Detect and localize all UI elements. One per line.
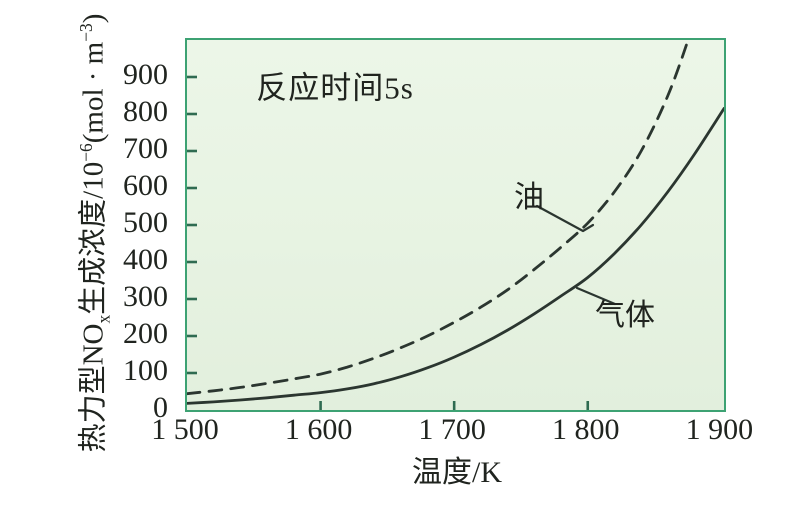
oil-curve — [187, 40, 690, 396]
curve-label-oil: 油 — [514, 181, 544, 214]
y-tick-label: 500 — [123, 206, 168, 239]
y-tick-label: 0 — [153, 391, 168, 424]
y-tick-label: 600 — [123, 169, 168, 202]
y-tick-label: 900 — [123, 58, 168, 91]
y-axis-title-text: ) — [77, 13, 110, 24]
x-tick-label: 1 800 — [551, 413, 620, 446]
curves-canvas — [187, 40, 724, 410]
gas-curve — [187, 107, 724, 405]
x-axis-title: 温度/K — [412, 456, 502, 489]
y-tick-label: 400 — [123, 243, 168, 276]
annotation-reaction-time: 反应时间5s — [256, 70, 414, 106]
y-axis-title-superscript: −3 — [75, 23, 96, 42]
y-tick-label: 200 — [123, 317, 168, 350]
gas-pointer-line — [575, 286, 617, 306]
oil-pointer-line — [535, 204, 595, 233]
x-tick-label: 1 900 — [685, 413, 754, 446]
y-tick-label: 800 — [123, 95, 168, 128]
x-tick-label: 1 500 — [151, 413, 219, 446]
y-tick-label: 700 — [123, 132, 168, 165]
y-tick-label: 300 — [123, 280, 168, 313]
curve-label-gas: 气体 — [595, 299, 655, 332]
x-tick-label: 1 700 — [418, 413, 486, 446]
y-tick-label: 100 — [123, 354, 168, 387]
plot-area: 反应时间5s 油气体 — [185, 38, 726, 412]
x-tick-label: 1 600 — [284, 413, 353, 446]
